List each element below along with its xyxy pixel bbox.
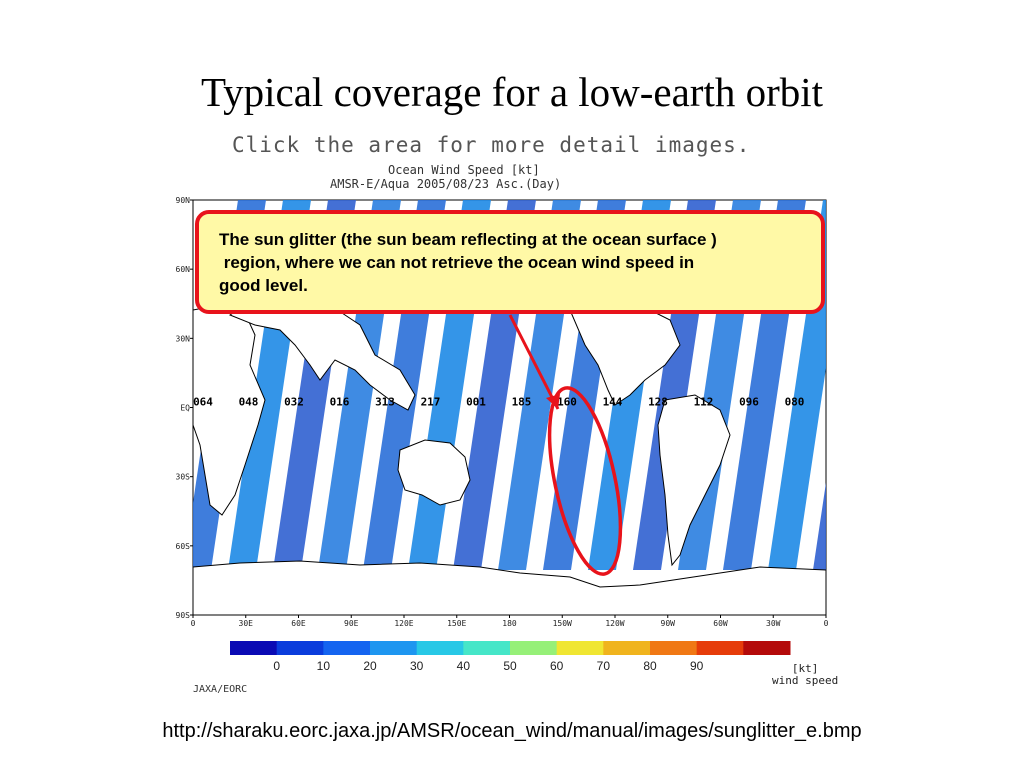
colorbar-segment [650,641,698,655]
figure-title: Ocean Wind Speed [kt] AMSR-E/Aqua 2005/0… [330,163,630,191]
longitude-tick-label: 150E [447,619,466,628]
longitude-tick-label: 90E [344,619,359,628]
colorbar-segment [743,641,791,655]
orbit-number: 016 [330,396,350,409]
colorbar-tick-label: 70 [596,659,611,673]
orbit-number: 032 [284,396,304,409]
colorbar-segment [556,641,604,655]
orbit-number: 144 [603,396,623,409]
colorbar-segment [603,641,651,655]
antarctica-outline [193,560,826,615]
orbit-number: 064 [193,396,213,409]
colorbar-segment [323,641,371,655]
orbit-number: 313 [375,396,395,409]
coastlines [193,256,826,615]
colorbar-segment [463,641,511,655]
callout-arrow [508,314,560,410]
longitude-axis: 0 30E 60E 90E 120E 150E 180 150W 120W 90W 60W 30W 0 [191,615,829,628]
wind-speed-colorbar [230,641,791,655]
colorbar-unit-label: wind speed [772,674,839,687]
latitude-tick-label: 60N [176,265,191,274]
orbit-number: 080 [785,396,805,409]
longitude-tick-label: 120E [394,619,413,628]
longitude-tick-label: 60W [713,619,728,628]
orbit-number: 096 [739,396,759,409]
colorbar-tick-label: 50 [503,659,517,673]
latitude-tick-label: 60S [176,542,191,551]
latitude-tick-label: 90N [176,196,191,205]
longitude-tick-label: 150W [553,619,572,628]
colorbar-segment [416,641,464,655]
orbit-number: 185 [512,396,532,409]
latitude-tick-label: 90S [176,611,191,620]
colorbar-tick-label: 90 [689,659,704,673]
colorbar-tick-labels: 0 10 20 30 40 50 60 70 80 90 [230,659,800,677]
orbit-number: 001 [466,396,486,409]
colorbar-segment [510,641,558,655]
longitude-tick-label: 30W [766,619,781,628]
orbit-number-labels: 064 048 032 016 313 217 001 185 160 144 128 112 096 0… [193,396,804,409]
orbit-number: 048 [239,396,259,409]
colorbar-segment [230,641,278,655]
callout-line1: The sun glitter (the sun beam reflecting… [219,230,717,249]
credit-label: JAXA/EORC [193,684,248,695]
callout-line3: good level. [219,276,308,295]
south-america-outline [657,394,731,567]
colorbar-tick-label: 40 [456,659,471,673]
longitude-tick-label: 0 [824,619,829,628]
australia-outline [397,439,471,506]
colorbar-segment [370,641,418,655]
latitude-tick-label: EQ [180,404,190,413]
longitude-tick-label: 60E [291,619,306,628]
longitude-tick-label: 120W [605,619,624,628]
longitude-tick-label: 180 [502,619,517,628]
latitude-tick-label: 30S [176,473,191,482]
colorbar-tick-label: 30 [409,659,424,673]
colorbar-tick-label: 20 [363,659,377,673]
figure-title-line2: AMSR-E/Aqua 2005/08/23 Asc.(Day) [330,177,562,191]
colorbar-tick-label: 60 [549,659,564,673]
sun-glitter-callout: The sun glitter (the sun beam reflecting… [195,210,825,314]
colorbar-unit-kt: [kt] [791,662,819,675]
colorbar-segment [276,641,324,655]
click-instruction: Click the area for more detail images. [232,133,751,157]
latitude-tick-label: 30N [176,334,191,343]
longitude-tick-label: 30E [239,619,254,628]
source-url[interactable]: http://sharaku.eorc.jaxa.jp/AMSR/ocean_w… [162,720,862,742]
colorbar-segment [696,641,744,655]
colorbar-unit: [kt] wind speed [772,663,838,687]
orbit-number: 128 [648,396,668,409]
figure-title-line1: Ocean Wind Speed [kt] [388,163,540,177]
colorbar-tick-label: 10 [316,659,331,673]
colorbar-tick-label: 80 [643,659,657,673]
orbit-number: 217 [421,396,441,409]
colorbar-tick-label: 0 [273,659,280,673]
slide-title: Typical coverage for a low-earth orbit [200,69,824,115]
latitude-axis: 90N 60N 30N EQ 30S 60S 90S [176,196,193,620]
longitude-tick-label: 90W [661,619,676,628]
longitude-tick-label: 0 [191,619,196,628]
orbit-number: 160 [557,396,577,409]
sun-glitter-ellipse [547,386,623,576]
orbit-number: 112 [694,396,714,409]
callout-line2: region, where we can not retrieve the oc… [219,253,695,272]
